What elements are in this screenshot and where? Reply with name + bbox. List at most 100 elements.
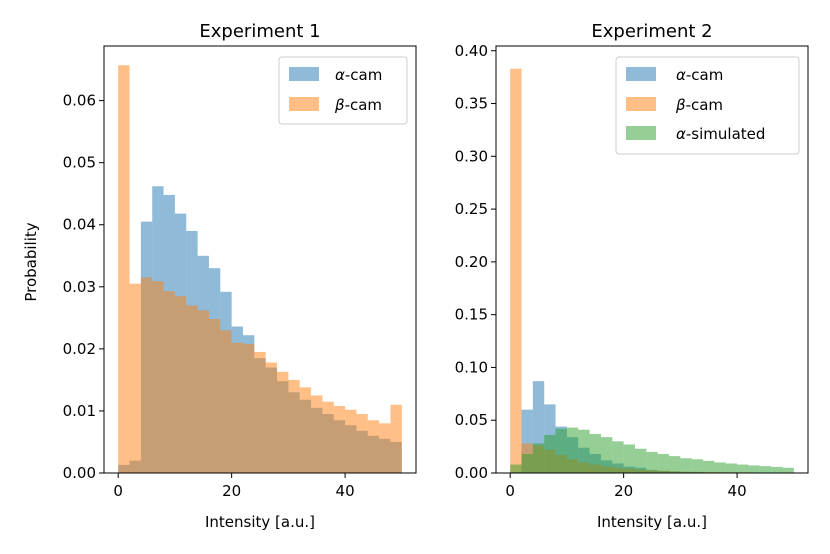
- y-tick-label: 0.02: [63, 340, 96, 358]
- bar-alpha-simulated-6: [578, 429, 590, 473]
- bar-alpha-simulated-14: [669, 456, 681, 473]
- experiment-2-legend-swatch-beta-cam: [626, 97, 656, 111]
- legend-alpha-symbol: α: [335, 66, 345, 84]
- bar-alpha-simulated-7: [589, 433, 601, 473]
- bar-beta-cam-18: [322, 401, 334, 473]
- bar-beta-cam-19: [333, 405, 346, 473]
- legend-beta-cam-suffix: -cam: [345, 96, 382, 114]
- y-tick-label: 0.04: [63, 216, 96, 234]
- bar-alpha-simulated-24: [782, 467, 794, 473]
- bar-beta-cam-13: [265, 362, 278, 473]
- experiment-2-legend-label-beta-cam: β-cam: [675, 96, 723, 114]
- y-tick-label: 0.06: [63, 92, 96, 110]
- bar-alpha-cam-2: [532, 381, 545, 473]
- experiment-2-legend-swatch-alpha-simulated: [626, 126, 656, 140]
- bar-alpha-simulated-0: [510, 464, 522, 473]
- experiment-2-ticks: 0 20 40 0.00 0.05 0.10 0.15 0.20 0.25 0.30 0.35 0.4…: [455, 42, 747, 500]
- bar-beta-cam-24: [390, 404, 402, 473]
- y-tick-label: 0.15: [455, 306, 488, 324]
- x-tick-label: 20: [614, 482, 633, 500]
- bar-alpha-simulated-10: [623, 444, 635, 473]
- bar-beta-cam-22: [367, 420, 380, 473]
- legend-beta-symbol: β: [334, 96, 345, 114]
- bar-alpha-simulated-3: [544, 434, 556, 473]
- bar-beta-cam-16: [299, 387, 312, 473]
- experiment-1-ticks: 0 20 40 0.00 0.01 0.02 0.03 0.04 0.05 0.06: [63, 92, 355, 500]
- bar-beta-cam-10: [231, 342, 243, 473]
- bar-beta-cam-7: [197, 310, 209, 473]
- legend-alpha-symbol: α: [676, 66, 686, 84]
- x-tick-label: 40: [728, 482, 747, 500]
- experiment-1-bars: [118, 65, 402, 474]
- y-tick-label: 0.25: [455, 200, 488, 218]
- bar-beta-cam-3: [152, 281, 164, 473]
- experiment-1-legend-label-beta-cam: β-cam: [334, 96, 382, 114]
- bar-alpha-simulated-4: [555, 428, 567, 473]
- legend-beta-symbol: β: [675, 96, 686, 114]
- experiment-1-axes-frame: [103, 45, 417, 474]
- y-tick-label: 0.05: [63, 154, 96, 172]
- bar-alpha-simulated-13: [657, 453, 670, 473]
- y-tick-label: 0.20: [455, 253, 488, 271]
- y-tick-label: 0.05: [455, 411, 488, 429]
- bar-alpha-simulated-22: [759, 466, 772, 473]
- y-tick-label: 0.10: [455, 358, 488, 376]
- experiment-2-bars: [510, 68, 794, 473]
- x-tick-label: 0: [113, 482, 123, 500]
- series-beta-cam: [118, 65, 402, 474]
- bar-beta-cam-11: [242, 343, 255, 473]
- experiment-2-title: Experiment 2: [591, 21, 712, 42]
- bar-alpha-cam-1: [521, 409, 533, 473]
- legend-beta-cam-suffix: -cam: [686, 96, 723, 114]
- y-tick-label: 0.00: [455, 464, 488, 482]
- bar-alpha-simulated-9: [612, 441, 624, 473]
- bar-alpha-simulated-12: [646, 451, 658, 473]
- bar-beta-cam-9: [220, 330, 232, 473]
- x-tick-label: 20: [222, 482, 241, 500]
- bar-alpha-simulated-20: [737, 464, 749, 473]
- bar-beta-cam-0: [118, 65, 130, 474]
- y-tick-label: 0.35: [455, 95, 488, 113]
- bar-beta-cam-4: [163, 291, 175, 473]
- legend-alpha-symbol: α: [676, 125, 686, 143]
- bar-alpha-simulated-16: [691, 459, 704, 473]
- experiment-2-legend-label-alpha-simulated: α-simulated: [676, 125, 765, 143]
- bar-beta-cam-20: [345, 409, 357, 473]
- legend-alpha-simulated-suffix: -simulated: [686, 125, 766, 143]
- experiment-2-axes-frame: [495, 45, 809, 474]
- bar-alpha-simulated-15: [680, 458, 692, 473]
- bar-alpha-simulated-2: [532, 443, 545, 473]
- experiment-2-legend-box: [615, 56, 800, 155]
- bar-beta-cam-21: [356, 414, 368, 473]
- y-tick-label: 0.01: [63, 402, 96, 420]
- legend-alpha-cam-suffix: -cam: [345, 66, 382, 84]
- experiment-1-legend-label-alpha-cam: α-cam: [335, 66, 382, 84]
- bar-beta-cam-8: [208, 319, 221, 473]
- experiment-2-legend: α-cam β-cam α-simulated: [615, 56, 800, 155]
- x-tick-label: 40: [336, 482, 355, 500]
- bar-beta-cam-5: [174, 296, 187, 473]
- bar-alpha-simulated-23: [771, 466, 783, 473]
- x-tick-label: 0: [505, 482, 515, 500]
- y-tick-label: 0.30: [455, 147, 488, 165]
- y-tick-label: 0.03: [63, 278, 96, 296]
- bar-beta-cam-15: [288, 379, 300, 473]
- bar-beta-cam-14: [277, 371, 289, 473]
- experiment-1-ylabel: Probability: [22, 222, 40, 301]
- legend-alpha-cam-suffix: -cam: [686, 66, 723, 84]
- bar-beta-cam-12: [254, 351, 266, 473]
- bar-beta-cam-2: [140, 277, 153, 473]
- experiment-1-legend-swatch-beta-cam: [289, 97, 319, 111]
- bar-alpha-simulated-19: [725, 463, 738, 473]
- experiment-2-legend-label-alpha-cam: α-cam: [676, 66, 723, 84]
- bar-alpha-simulated-17: [703, 460, 715, 473]
- bar-alpha-simulated-18: [714, 462, 726, 473]
- experiment-1-panel: Experiment 1 Intensity [a.u.] Probabilit…: [22, 21, 417, 531]
- bar-beta-cam-0: [510, 68, 522, 473]
- bar-beta-cam-23: [379, 423, 391, 473]
- y-tick-label: 0.40: [455, 42, 488, 60]
- bar-beta-cam-17: [311, 395, 323, 473]
- bar-beta-cam-1: [129, 283, 141, 473]
- experiment-1-xlabel: Intensity [a.u.]: [205, 513, 315, 531]
